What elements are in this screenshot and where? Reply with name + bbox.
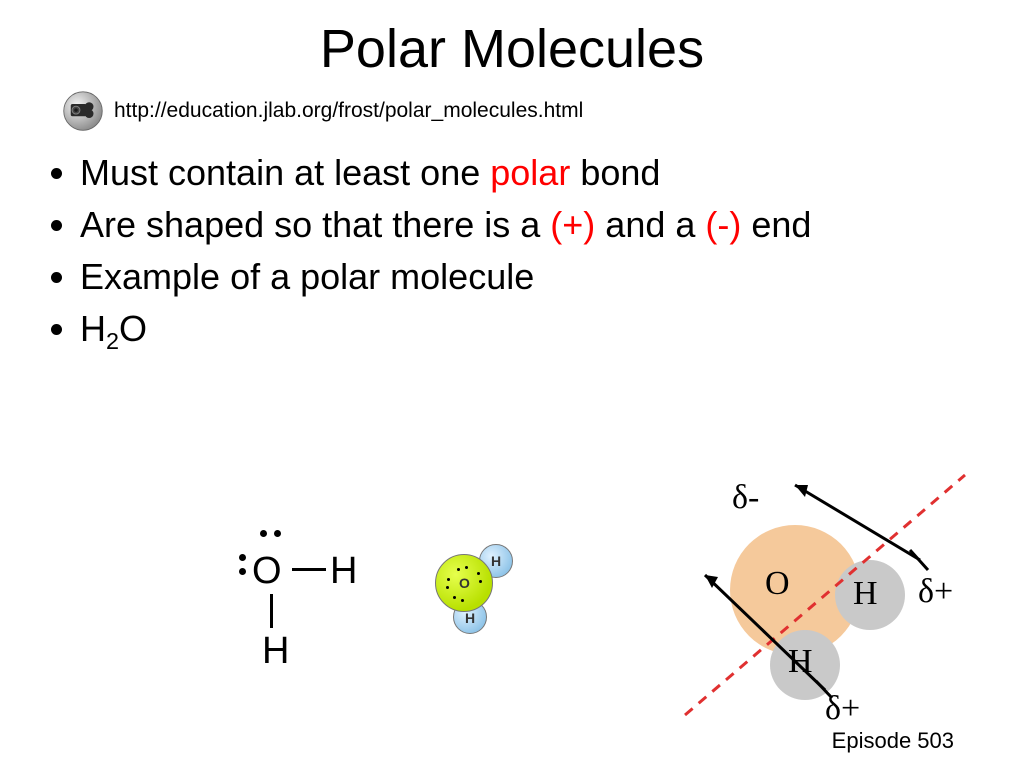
electron-dot — [453, 596, 456, 599]
lewis-bond — [292, 568, 326, 571]
bullet-4-h: H — [80, 308, 106, 349]
spacefill-h-label: H — [491, 553, 501, 569]
electron-dot — [457, 568, 460, 571]
electron-dot — [446, 586, 449, 589]
delta-minus-label: δ- — [732, 479, 759, 517]
lewis-hydrogen-2: H — [262, 630, 289, 673]
spacefill-o-label: O — [459, 575, 470, 591]
dipole-diagram: O H H δ- δ+ δ+ — [630, 465, 1010, 745]
dipole-h-label: H — [853, 575, 878, 613]
bullet-2-minus: (-) — [705, 204, 741, 245]
lewis-oxygen: O — [252, 550, 282, 593]
bullet-list: Must contain at least one polar bond Are… — [80, 150, 1024, 357]
delta-plus-label: δ+ — [825, 690, 860, 728]
lone-pair-dot — [239, 568, 246, 575]
bullet-4-sub: 2 — [106, 328, 119, 354]
bullet-1-post: bond — [570, 152, 660, 193]
bullet-item-4: H2O — [80, 306, 1024, 357]
episode-label: Episode 503 — [832, 728, 954, 754]
bullet-2-post: end — [741, 204, 811, 245]
dipole-h-label: H — [788, 643, 813, 681]
bullet-item-2: Are shaped so that there is a (+) and a … — [80, 202, 1024, 248]
electron-dot — [477, 572, 480, 575]
bullet-1-emphasis: polar — [490, 152, 570, 193]
video-link-text[interactable]: http://education.jlab.org/frost/polar_mo… — [114, 99, 583, 123]
spacefill-h-label: H — [465, 610, 475, 626]
lone-pair-dot — [260, 530, 267, 537]
bullet-1-pre: Must contain at least one — [80, 152, 490, 193]
bullet-2-plus: (+) — [550, 204, 595, 245]
electron-dot — [447, 578, 450, 581]
delta-plus-label: δ+ — [918, 573, 953, 611]
bullet-item-1: Must contain at least one polar bond — [80, 150, 1024, 196]
electron-dot — [479, 580, 482, 583]
dipole-o-label: O — [765, 565, 790, 603]
electron-dot — [461, 599, 464, 602]
page-title: Polar Molecules — [0, 0, 1024, 80]
bullet-item-3: Example of a polar molecule — [80, 254, 1024, 300]
video-link-row: http://education.jlab.org/frost/polar_mo… — [62, 90, 1024, 132]
lone-pair-dot — [239, 554, 246, 561]
lewis-hydrogen-1: H — [330, 550, 357, 593]
bullet-2-mid: and a — [595, 204, 705, 245]
bullet-2-pre: Are shaped so that there is a — [80, 204, 550, 245]
video-camera-icon — [62, 90, 104, 132]
electron-dot — [465, 566, 468, 569]
lewis-bond — [270, 594, 273, 628]
bullet-4-o: O — [119, 308, 147, 349]
lone-pair-dot — [274, 530, 281, 537]
diagram-area: O H H O H H — [0, 520, 1024, 750]
